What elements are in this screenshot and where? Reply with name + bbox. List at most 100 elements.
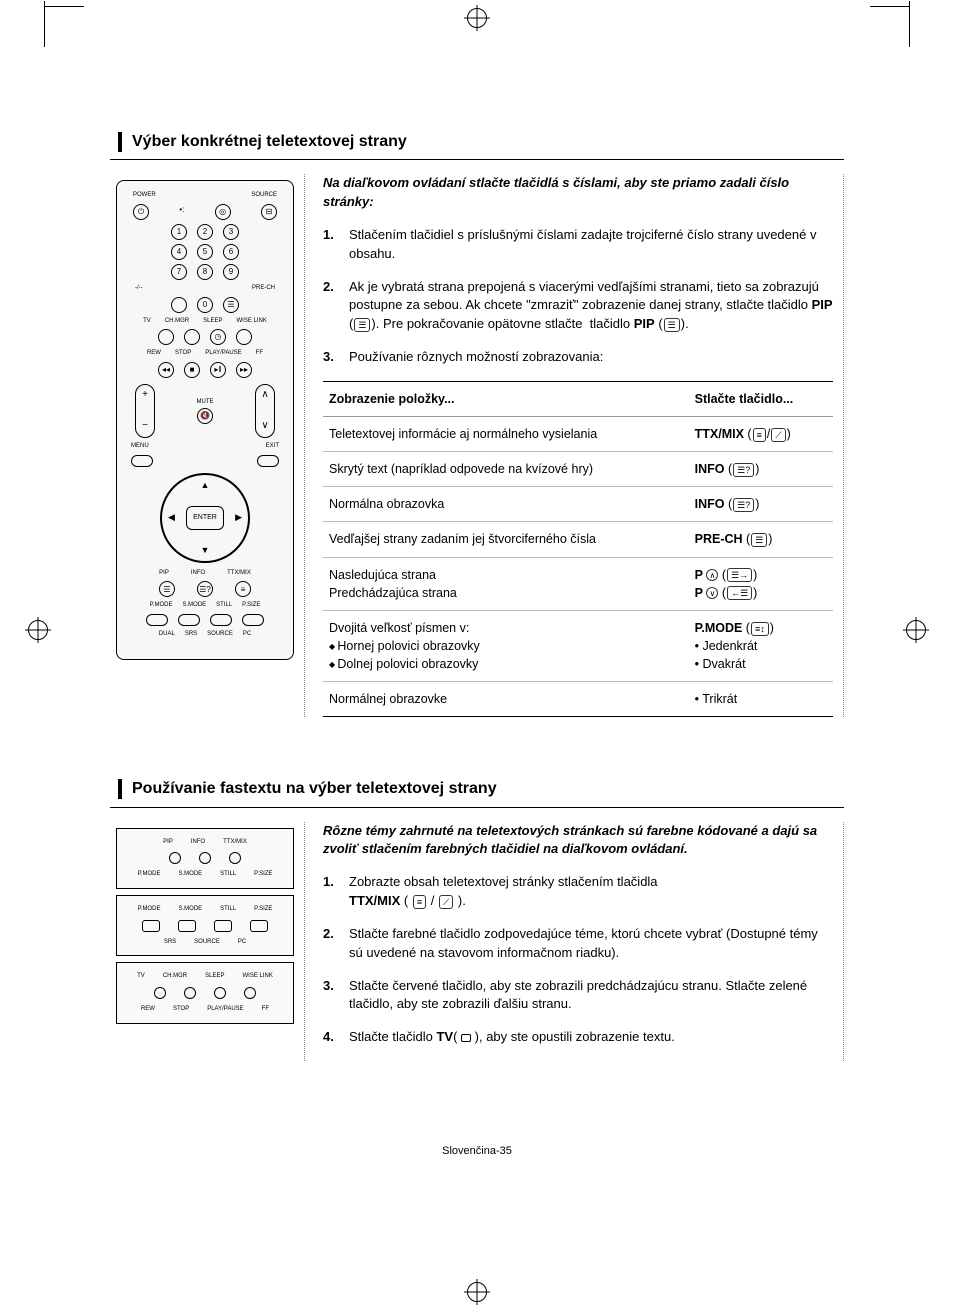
step-text: Stlačte červené tlačidlo, aby ste zobraz… — [349, 977, 833, 1015]
enter-button: ENTER — [186, 506, 224, 530]
channel-rocker: ∧∨ — [255, 384, 275, 438]
lbl-psize: P.SIZE — [242, 601, 260, 610]
lbl-ttxmix: TTX/MIX — [227, 569, 251, 578]
lbl-chmgr: CH.MGR — [165, 317, 189, 326]
exit-button — [257, 455, 279, 467]
lbl-source2: SOURCE — [207, 630, 233, 639]
mini-lbl: TV — [137, 972, 145, 981]
mini-lbl: STILL — [220, 905, 236, 914]
table-row: Normálnej obrazovke • Trikrát — [323, 682, 833, 717]
table-row: Skrytý text (napríklad odpovede na kvízo… — [323, 452, 833, 487]
header-accent-bar — [118, 132, 122, 152]
remote-control-illustration: POWER SOURCE ⏻ •: ◎ ⊟ 123 456 789 -/-- — [116, 180, 294, 660]
info-button: ☰? — [197, 581, 213, 597]
line: Dvojitá veľkosť písmen v: — [329, 619, 683, 637]
ir-dot: •: — [179, 204, 184, 220]
mini-btn — [244, 987, 256, 999]
line: Hornej polovici obrazovky — [329, 637, 683, 655]
remote-label-source: SOURCE — [251, 191, 277, 200]
mini-lbl: PC — [238, 938, 246, 947]
step-number: 4. — [323, 1028, 349, 1047]
lbl-rew: REW — [147, 349, 161, 358]
cell-right: • Trikrát — [689, 682, 833, 717]
table-row: Normálna obrazovka INFO (☰?) — [323, 487, 833, 522]
step-text: Stlačte tlačidlo TV( ), aby ste opustili… — [349, 1028, 833, 1047]
crop-mark — [44, 6, 84, 46]
step-number: 3. — [323, 977, 349, 1015]
lbl-smode: S.MODE — [182, 601, 206, 610]
lbl-mute: MUTE — [197, 398, 214, 407]
mini-lbl: P.MODE — [138, 905, 161, 914]
stop-button: ■ — [184, 362, 200, 378]
table-row: Vedľajšej strany zadaním jej štvorcifern… — [323, 522, 833, 557]
cell-left: Skrytý text (napríklad odpovede na kvízo… — [323, 452, 689, 487]
step-number: 3. — [323, 348, 349, 367]
mini-btn — [214, 920, 232, 932]
lbl-still: STILL — [216, 601, 232, 610]
instruction-column: Na diaľkovom ovládaní stlačte tlačidlá s… — [323, 174, 833, 717]
mini-lbl: S.MODE — [178, 870, 202, 879]
menu-button — [131, 455, 153, 467]
mini-btn — [169, 852, 181, 864]
remote-snippet: TVCH.MGRSLEEPWISE LINK REWSTOPPLAY/PAUSE… — [116, 962, 294, 1023]
digit-7: 7 — [171, 264, 187, 280]
step-number: 1. — [323, 226, 349, 264]
step-item: 2. Stlačte farebné tlačidlo zodpovedajúc… — [323, 925, 833, 963]
crop-mark — [870, 6, 910, 46]
mini-lbl: TTX/MIX — [223, 838, 247, 847]
mini-lbl: P.SIZE — [254, 870, 272, 879]
power-button-icon: ⏻ — [133, 204, 149, 220]
play-button: ▸‖ — [210, 362, 226, 378]
remote-snippet: P.MODES.MODESTILLP.SIZE SRSSOURCEPC — [116, 895, 294, 956]
mini-lbl: P.MODE — [138, 870, 161, 879]
step-item: 3.Používanie rôznych možností zobrazovan… — [323, 348, 833, 367]
digit-6: 6 — [223, 244, 239, 260]
step-text: Stlačením tlačidiel s príslušnými číslam… — [349, 226, 833, 264]
section-title: Výber konkrétnej teletextovej strany — [132, 130, 407, 153]
prech-button: ☰ — [223, 297, 239, 313]
remote-snippet: PIPINFOTTX/MIX P.MODES.MODESTILLP.SIZE — [116, 828, 294, 889]
mini-btn — [184, 987, 196, 999]
wiselink-button — [236, 329, 252, 345]
lbl-pc: PC — [243, 630, 251, 639]
still-button — [210, 614, 232, 626]
mute-button: 🔇 — [197, 408, 213, 424]
step-item: 3. Stlačte červené tlačidlo, aby ste zob… — [323, 977, 833, 1015]
section-body: PIPINFOTTX/MIX P.MODES.MODESTILLP.SIZE P… — [110, 822, 844, 1062]
digit-3: 3 — [223, 224, 239, 240]
table-row: Dvojitá veľkosť písmen v: Hornej polovic… — [323, 610, 833, 681]
section-body: POWER SOURCE ⏻ •: ◎ ⊟ 123 456 789 -/-- — [110, 174, 844, 717]
mini-lbl: STILL — [220, 870, 236, 879]
volume-rocker: +− — [135, 384, 155, 438]
registration-mark — [28, 620, 48, 640]
mini-lbl: SOURCE — [194, 938, 220, 947]
cell-left: Normálna obrazovka — [323, 487, 689, 522]
rew-button: ◂◂ — [158, 362, 174, 378]
cell-right: INFO (☰?) — [689, 452, 833, 487]
mini-btn — [229, 852, 241, 864]
mini-lbl: SLEEP — [205, 972, 224, 981]
step-text: Ak je vybratá strana prepojená s viacerý… — [349, 278, 833, 335]
step-number: 2. — [323, 278, 349, 335]
line: Nasledujúca strana — [329, 566, 683, 584]
mini-btn — [154, 987, 166, 999]
lbl-ff: FF — [256, 349, 263, 358]
psize-button — [242, 614, 264, 626]
table-row: Teletextovej informácie aj normálneho vy… — [323, 417, 833, 452]
remote-label-prech: PRE-CH — [252, 284, 275, 293]
mini-lbl: S.MODE — [178, 905, 202, 914]
step-item: 4. Stlačte tlačidlo TV( ), aby ste opust… — [323, 1028, 833, 1047]
intro-text: Na diaľkovom ovládaní stlačte tlačidlá s… — [323, 174, 833, 212]
remote-label-dash: -/-- — [135, 284, 143, 293]
digit-8: 8 — [197, 264, 213, 280]
registration-mark — [467, 8, 487, 28]
btn-icon: ◎ — [215, 204, 231, 220]
lbl-stop: STOP — [175, 349, 191, 358]
smode-button — [178, 614, 200, 626]
chmgr-button — [184, 329, 200, 345]
mini-lbl: WISE LINK — [243, 972, 273, 981]
line: Predchádzajúca strana — [329, 584, 683, 602]
step-list: 1. Zobrazte obsah teletextovej stránky s… — [323, 873, 833, 1047]
table-head-left: Zobrazenie položky... — [323, 381, 689, 416]
lbl-srs: SRS — [185, 630, 197, 639]
